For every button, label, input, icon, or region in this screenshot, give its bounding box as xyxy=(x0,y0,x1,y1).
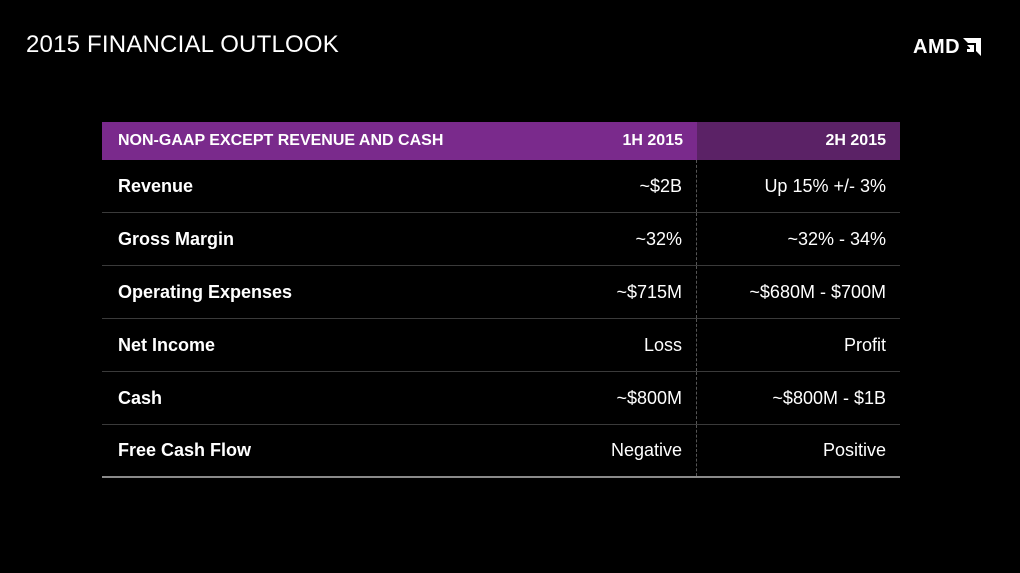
header-2h-cell: 2H 2015 xyxy=(697,122,900,160)
logo-text: AMD xyxy=(913,36,961,58)
outlook-table: NON-GAAP EXCEPT REVENUE AND CASH 1H 2015… xyxy=(102,122,900,478)
row-1h-value: Negative xyxy=(502,425,697,476)
table-row: Operating Expenses ~$715M ~$680M - $700M xyxy=(102,266,900,319)
row-label: Free Cash Flow xyxy=(118,440,252,460)
table-row: Free Cash Flow Negative Positive xyxy=(102,425,900,478)
row-2h-value: ~$680M - $700M xyxy=(749,281,886,302)
row-label: Net Income xyxy=(118,334,216,355)
row-1h-value: ~$715M xyxy=(502,266,697,318)
row-2h-value: ~32% - 34% xyxy=(787,228,886,249)
row-label: Gross Margin xyxy=(118,228,235,249)
row-2h-value: Profit xyxy=(843,334,886,355)
row-label: Operating Expenses xyxy=(118,281,293,302)
header-2h: 2H 2015 xyxy=(825,132,887,149)
header-main-cell: NON-GAAP EXCEPT REVENUE AND CASH 1H 2015 xyxy=(102,122,697,160)
amd-arrow-logo-icon xyxy=(963,38,982,56)
row-2h-value: ~$800M - $1B xyxy=(772,387,886,408)
row-label: Cash xyxy=(118,387,163,408)
row-2h-value: Positive xyxy=(822,440,886,460)
row-1h-value: ~$2B xyxy=(502,160,697,212)
row-1h-value: ~32% xyxy=(502,213,697,265)
table-header-row: NON-GAAP EXCEPT REVENUE AND CASH 1H 2015… xyxy=(102,122,900,160)
table-row: Revenue ~$2B Up 15% +/- 3% xyxy=(102,160,900,213)
table-row: Net Income Loss Profit xyxy=(102,319,900,372)
row-label: Revenue xyxy=(118,175,194,196)
table-row: Gross Margin ~32% ~32% - 34% xyxy=(102,213,900,266)
header-1h: 1H 2015 xyxy=(622,132,684,149)
amd-logo: AMD xyxy=(913,36,995,58)
row-1h-value: ~$800M xyxy=(502,372,697,424)
header-label: NON-GAAP EXCEPT REVENUE AND CASH xyxy=(118,132,444,149)
page-title: 2015 FINANCIAL OUTLOOK xyxy=(26,31,339,58)
row-2h-value: Up 15% +/- 3% xyxy=(764,175,886,196)
table-row: Cash ~$800M ~$800M - $1B xyxy=(102,372,900,425)
row-1h-value: Loss xyxy=(502,319,697,371)
